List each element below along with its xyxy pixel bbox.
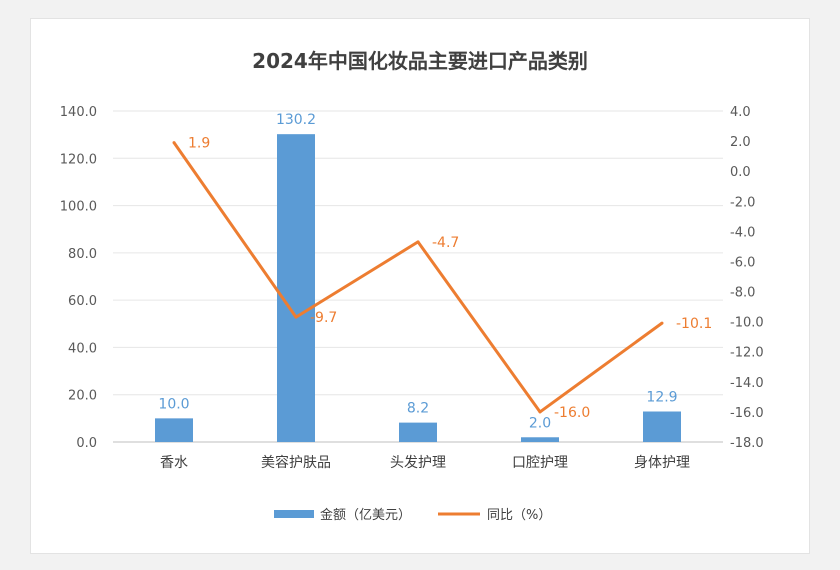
- y-left-tick-label: 60.0: [68, 294, 97, 309]
- y-left-tick-label: 20.0: [68, 389, 97, 404]
- line-point: [538, 410, 542, 414]
- line-path: [172, 141, 663, 414]
- line-point: [172, 141, 176, 145]
- y-left-tick-label: 0.0: [76, 436, 97, 451]
- y-right-tick-label: -16.0: [730, 406, 764, 421]
- chart-title: 2024年中国化妆品主要进口产品类别: [252, 49, 588, 73]
- category-label: 口腔护理: [512, 455, 568, 471]
- bar: [643, 411, 681, 442]
- y-right-tick-label: 4.0: [730, 105, 751, 120]
- right-axis-ticks: -18.0 -16.0 -14.0 -12.0 -10.0 -8.0 -6.0 -4.0 -2.…: [730, 105, 764, 451]
- bar-series: 10.0 130.2 8.2 2.0 12.9: [155, 112, 681, 443]
- category-label: 香水: [160, 455, 188, 471]
- line-series: 1.9 -9.7 -4.7 -16.0 -10.1: [172, 136, 712, 421]
- bar-data-label: 10.0: [158, 396, 189, 412]
- gridlines: [113, 110, 723, 443]
- category-label: 头发护理: [390, 455, 446, 471]
- y-right-tick-label: 0.0: [730, 165, 751, 180]
- bar-data-label: 2.0: [529, 415, 551, 431]
- category-labels: 香水 美容护肤品 头发护理 口腔护理 身体护理: [160, 454, 690, 471]
- legend: 金额（亿美元） 同比（%）: [274, 507, 551, 523]
- y-right-tick-label: -8.0: [730, 286, 755, 301]
- legend-line-label: 同比（%）: [487, 508, 551, 523]
- y-right-tick-label: -6.0: [730, 255, 755, 270]
- legend-bar-label: 金额（亿美元）: [320, 507, 411, 523]
- line-data-label: -16.0: [554, 405, 590, 421]
- y-right-tick-label: -14.0: [730, 376, 764, 391]
- line-point: [294, 315, 298, 319]
- line-data-label: -9.7: [310, 310, 337, 326]
- line-data-label: -4.7: [432, 235, 459, 251]
- bar: [155, 418, 193, 442]
- bar: [521, 437, 559, 442]
- chart-card: 2024年中国化妆品主要进口产品类别 0.0 20.0 40.0 60.0 80.0 10…: [30, 18, 810, 554]
- line-data-label: -10.1: [676, 316, 712, 332]
- bar: [277, 134, 315, 443]
- bar: [399, 422, 437, 442]
- combo-chart: 2024年中国化妆品主要进口产品类别 0.0 20.0 40.0 60.0 80.0 10…: [60, 49, 764, 523]
- bar-data-label: 130.2: [276, 112, 316, 128]
- bar-data-label: 12.9: [646, 390, 677, 406]
- y-right-tick-label: -2.0: [730, 195, 755, 210]
- line-point: [416, 240, 420, 244]
- y-left-tick-label: 140.0: [60, 105, 97, 120]
- y-right-tick-label: -18.0: [730, 436, 764, 451]
- y-right-tick-label: -4.0: [730, 225, 755, 240]
- y-right-tick-label: 2.0: [730, 135, 751, 150]
- y-left-tick-label: 100.0: [60, 200, 97, 215]
- y-right-tick-label: -10.0: [730, 316, 764, 331]
- y-left-tick-label: 120.0: [60, 152, 97, 167]
- category-label: 美容护肤品: [261, 454, 331, 471]
- left-axis-ticks: 0.0 20.0 40.0 60.0 80.0 100.0 120.0 140.0: [60, 105, 97, 451]
- category-label: 身体护理: [634, 455, 690, 471]
- y-left-tick-label: 80.0: [68, 247, 97, 262]
- legend-bar-swatch: [274, 510, 314, 518]
- y-left-tick-label: 40.0: [68, 341, 97, 356]
- bar-data-label: 8.2: [407, 401, 429, 417]
- line-point: [660, 321, 664, 325]
- y-right-tick-label: -12.0: [730, 346, 764, 361]
- line-data-label: 1.9: [188, 136, 210, 152]
